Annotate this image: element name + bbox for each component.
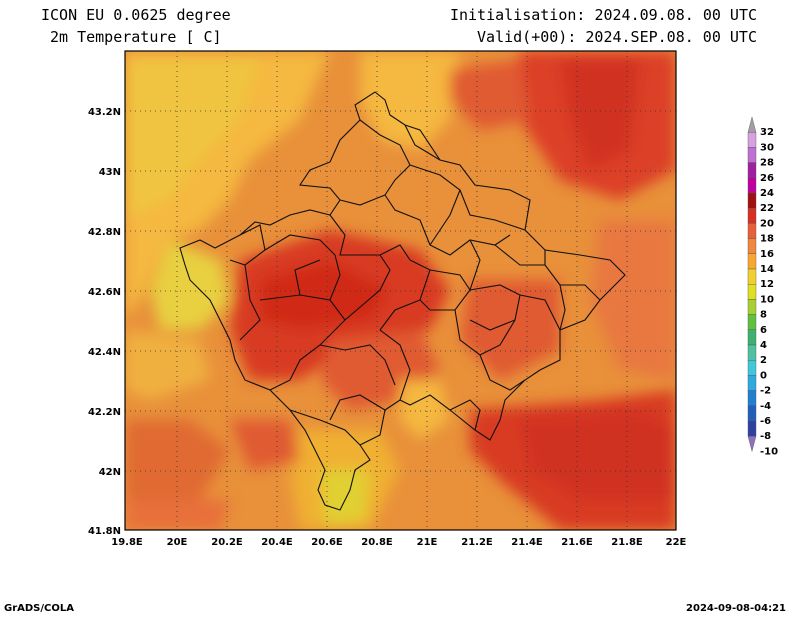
country-borders [179, 91, 626, 511]
legend-label: 28 [760, 158, 774, 169]
legend-swatch [747, 238, 757, 255]
lat-label: 41.8N [88, 526, 121, 537]
legend-swatch [747, 253, 757, 270]
legend-swatch [747, 284, 757, 300]
map-subtitle: 2m Temperature [ C] [50, 28, 222, 46]
legend-label: -2 [760, 386, 771, 397]
lon-label: 20.2E [211, 537, 243, 548]
legend-label: 24 [760, 188, 774, 199]
legend-label: 12 [760, 279, 774, 290]
legend-label: 8 [760, 310, 767, 321]
legend-swatch [747, 207, 757, 224]
legend-label: 14 [760, 264, 774, 275]
legend-label: -4 [760, 401, 771, 412]
footer-timestamp: 2024-09-08-04:21 [686, 603, 786, 614]
legend-swatch [747, 177, 757, 194]
lat-label: 43N [99, 167, 121, 178]
longitude-labels: 19.8E 20E 20.2E 20.4E 20.6E 20.8E 21E 21… [111, 537, 686, 548]
legend-swatch [747, 314, 757, 331]
latitude-labels: 43.2N 43N 42.8N 42.6N 42.4N 42.2N 42N 41… [88, 107, 121, 537]
initialisation-time: Initialisation: 2024.09.08. 00 UTC [449, 6, 757, 24]
lon-label: 21.6E [561, 537, 593, 548]
lon-label: 22E [666, 537, 687, 548]
legend-swatch [747, 223, 757, 239]
legend-swatch [747, 116, 757, 133]
legend-label: -6 [760, 416, 771, 427]
lon-label: 19.8E [111, 537, 143, 548]
map-frame [124, 50, 677, 531]
legend-swatch [747, 299, 757, 315]
legend-label: 22 [760, 203, 774, 214]
lat-label: 42.4N [88, 347, 121, 358]
legend-swatch [747, 344, 757, 361]
legend-swatch [747, 360, 757, 376]
legend-label: -10 [760, 446, 778, 457]
legend-swatch [747, 147, 757, 163]
lat-label: 42N [99, 467, 121, 478]
legend-label: -8 [760, 431, 771, 442]
lat-label: 42.6N [88, 287, 121, 298]
lat-label: 42.2N [88, 407, 121, 418]
legend-swatch [747, 268, 757, 285]
map-title: ICON EU 0.0625 degree [41, 6, 231, 24]
legend-label: 30 [760, 142, 774, 153]
lon-label: 20.8E [361, 537, 393, 548]
lon-label: 20E [167, 537, 188, 548]
legend-label: 0 [760, 370, 767, 381]
lon-label: 21.8E [611, 537, 643, 548]
lat-label: 42.8N [88, 227, 121, 238]
legend-label: 2 [760, 355, 767, 366]
legend-swatch [747, 405, 757, 422]
lon-label: 20.6E [311, 537, 343, 548]
lon-label: 21E [417, 537, 438, 548]
map-grid [125, 51, 676, 530]
legend-label: 18 [760, 234, 774, 245]
legend-swatch [747, 436, 757, 453]
legend-swatch [747, 192, 757, 209]
legend-label: 10 [760, 294, 774, 305]
legend-label: 6 [760, 325, 767, 336]
lon-label: 21.4E [511, 537, 543, 548]
legend-swatch [747, 375, 757, 391]
lon-label: 21.2E [461, 537, 493, 548]
legend-label: 26 [760, 173, 774, 184]
lon-label: 20.4E [261, 537, 293, 548]
legend-label: 20 [760, 218, 774, 229]
legend-label: 32 [760, 127, 774, 138]
legend-swatch [747, 420, 757, 437]
valid-time: Valid(+00): 2024.SEP.08. 00 UTC [477, 28, 757, 46]
lat-label: 43.2N [88, 107, 121, 118]
legend-swatch [747, 131, 757, 148]
legend-swatch [747, 329, 757, 346]
legend-label: 4 [760, 340, 767, 351]
footer-credit: GrADS/COLA [4, 603, 74, 614]
temperature-field [125, 51, 676, 530]
legend-swatch [747, 390, 757, 407]
legend-swatch [747, 162, 757, 179]
legend-label: 16 [760, 249, 774, 260]
